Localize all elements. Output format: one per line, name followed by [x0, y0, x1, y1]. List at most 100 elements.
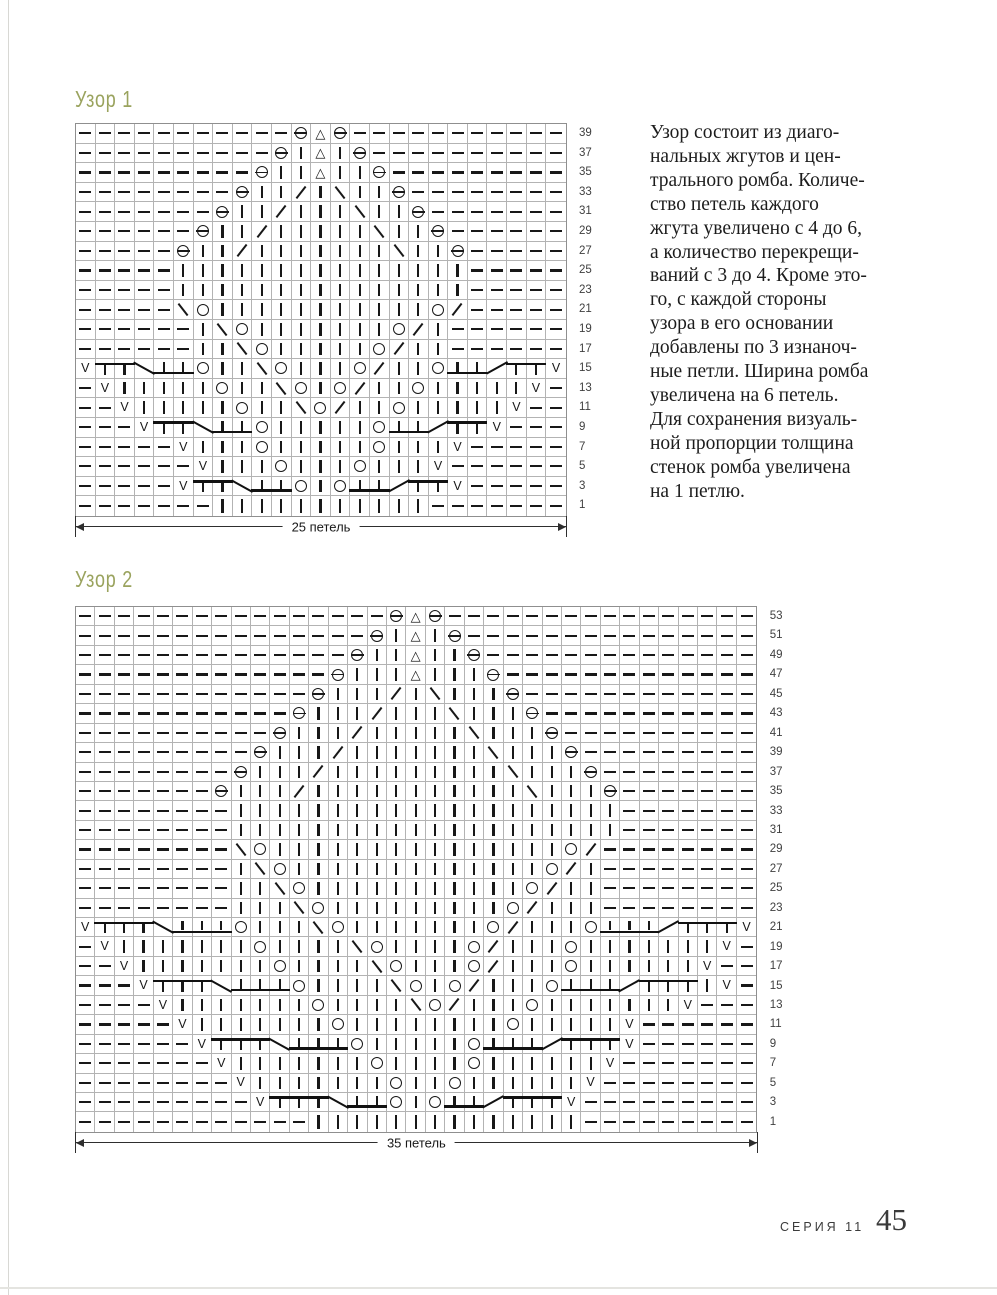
chart-cell	[464, 607, 485, 627]
chart-cell	[541, 1092, 563, 1113]
chart-cell	[134, 1112, 154, 1132]
chart-cell	[659, 801, 679, 821]
chart-cell	[270, 879, 290, 899]
chart-cell	[289, 723, 310, 744]
chart-cell	[523, 937, 543, 957]
chart-cell	[507, 280, 527, 301]
chart-cell	[192, 879, 213, 899]
chart-cell	[213, 261, 233, 281]
chart-cell	[173, 665, 193, 685]
chart-cell	[445, 937, 465, 957]
chart-cell	[154, 261, 174, 281]
chart-cell	[115, 319, 135, 340]
chart-cell	[330, 124, 351, 144]
chart-cell	[736, 704, 757, 724]
chart-cell	[581, 1015, 601, 1035]
chart-cell	[327, 1034, 349, 1055]
chart-cell	[599, 976, 621, 996]
description-line: на 1 петлю.	[650, 480, 745, 502]
chart-cell	[95, 1034, 115, 1055]
chart-cell	[425, 762, 446, 782]
chart-cell	[173, 723, 193, 744]
chart-cell	[114, 976, 135, 996]
chart-cell	[523, 1112, 543, 1132]
chart-cell	[76, 182, 96, 203]
chart-cell	[526, 143, 547, 164]
chart-cell	[289, 937, 310, 957]
chart-cell	[115, 417, 135, 438]
chart-cell	[328, 723, 349, 744]
chart-cell	[94, 918, 116, 938]
chart-cell	[76, 1054, 96, 1074]
chart-cell	[406, 898, 426, 918]
chart-cell	[698, 743, 718, 763]
chart-cell	[542, 723, 562, 744]
chart-cell	[328, 956, 349, 977]
chart-cell	[114, 1034, 135, 1055]
chart-cell	[154, 182, 174, 203]
chart-row	[76, 221, 566, 242]
chart-cell	[289, 1015, 310, 1035]
chart-cell	[309, 801, 329, 821]
chart-cell	[309, 723, 329, 744]
chart-cell	[350, 359, 370, 379]
chart-cell	[134, 339, 155, 360]
chart-cell	[561, 626, 582, 646]
chart-cell	[95, 723, 115, 744]
chart-cell	[95, 437, 116, 458]
chart-cell	[659, 995, 679, 1016]
chart-cell	[115, 261, 135, 281]
chart-cell	[409, 437, 429, 458]
chart-cell	[428, 417, 449, 438]
chart-cell	[678, 956, 698, 977]
chart-cell	[153, 1092, 174, 1113]
chart-cell	[271, 163, 292, 183]
chart-cell	[311, 476, 331, 497]
chart-cell	[231, 704, 251, 724]
chart-cell	[134, 319, 155, 340]
chart-cell	[76, 723, 96, 744]
chart-cell	[96, 496, 116, 516]
chart-cell	[369, 300, 390, 320]
chart-cell	[76, 280, 96, 301]
chart-cell	[678, 723, 698, 744]
chart-cell	[289, 898, 310, 918]
chart-cell	[348, 976, 368, 996]
chart-cell	[639, 762, 660, 782]
chart-cell	[153, 956, 174, 977]
chart-cell	[484, 704, 504, 724]
chart-cell	[193, 1112, 213, 1132]
chart-cell	[350, 496, 370, 516]
chart-cell	[76, 398, 96, 418]
chart-cell: V	[95, 378, 116, 399]
chart-cell	[233, 496, 253, 516]
chart-cell	[269, 976, 291, 996]
chart-cell	[95, 684, 115, 705]
chart-cell	[425, 937, 446, 957]
chart-cell	[232, 143, 253, 164]
chart-cell	[76, 607, 96, 627]
chart-cell	[270, 1015, 290, 1035]
chart-cell	[193, 143, 214, 164]
chart-cell	[134, 743, 154, 763]
stitch-count-label: 35 петель	[377, 1135, 455, 1151]
chart-cell	[659, 665, 679, 685]
chart-cell	[213, 163, 233, 183]
chart-cell	[620, 1112, 640, 1132]
chart-cell	[406, 743, 426, 763]
chart-cell	[212, 762, 232, 782]
chart-cell	[467, 202, 488, 222]
chart-cell	[193, 417, 214, 438]
chart-cell	[561, 704, 582, 724]
chart-cell	[330, 457, 351, 477]
chart-cell	[95, 1092, 115, 1113]
chart-cell	[213, 280, 233, 301]
chart-cell	[173, 743, 193, 763]
chart-cell	[252, 319, 272, 340]
chart-cell	[389, 437, 410, 458]
chart-cell	[193, 319, 214, 340]
chart-cell	[134, 1054, 154, 1074]
chart-cell	[76, 300, 96, 320]
chart-cell	[291, 476, 312, 497]
